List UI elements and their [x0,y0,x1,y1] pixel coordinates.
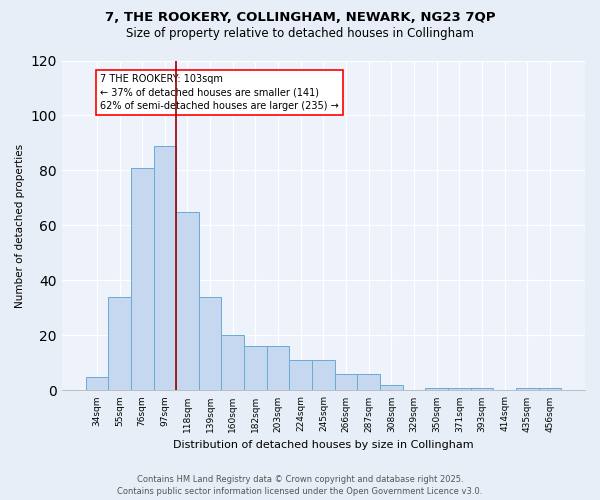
Bar [108,297,131,390]
Text: 7 THE ROOKERY: 103sqm
← 37% of detached houses are smaller (141)
62% of semi-det: 7 THE ROOKERY: 103sqm ← 37% of detached … [100,74,339,110]
Bar [154,146,176,390]
Bar [289,360,312,390]
Bar [176,212,199,390]
Bar [448,388,470,390]
Bar [539,388,561,390]
Bar [312,360,335,390]
Bar [380,385,403,390]
Bar [470,388,493,390]
Bar [358,374,380,390]
Bar [131,168,154,390]
Bar [425,388,448,390]
Text: Size of property relative to detached houses in Collingham: Size of property relative to detached ho… [126,28,474,40]
Text: 7, THE ROOKERY, COLLINGHAM, NEWARK, NG23 7QP: 7, THE ROOKERY, COLLINGHAM, NEWARK, NG23… [105,11,495,24]
Bar [335,374,358,390]
X-axis label: Distribution of detached houses by size in Collingham: Distribution of detached houses by size … [173,440,474,450]
Bar [244,346,267,391]
Y-axis label: Number of detached properties: Number of detached properties [15,144,25,308]
Bar [86,376,108,390]
Bar [516,388,539,390]
Text: Contains HM Land Registry data © Crown copyright and database right 2025.
Contai: Contains HM Land Registry data © Crown c… [118,474,482,496]
Bar [199,297,221,390]
Bar [221,336,244,390]
Bar [267,346,289,391]
